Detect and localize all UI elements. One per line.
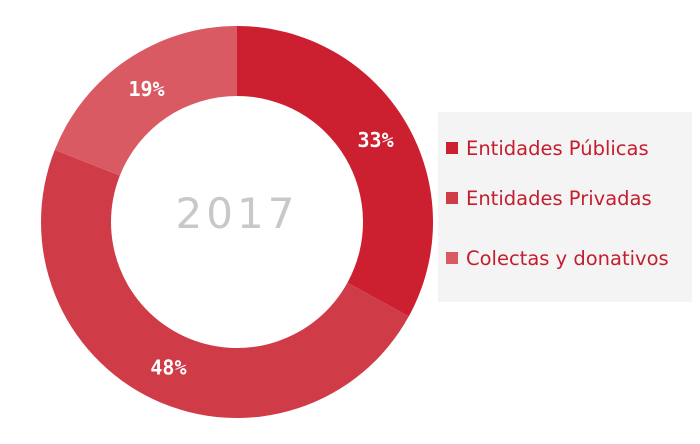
legend-label-colectas-donativos: Colectas y donativos xyxy=(466,246,669,270)
legend-swatch-entidades-privadas xyxy=(446,192,458,204)
legend-item-colectas-donativos: Colectas y donativos xyxy=(446,243,669,273)
legend-item-entidades-publicas: Entidades Públicas xyxy=(446,133,649,163)
slice-label-colectas-donativos: 19% xyxy=(128,77,164,101)
legend-label-entidades-publicas: Entidades Públicas xyxy=(466,136,649,160)
slice-entidades-publicas xyxy=(237,26,433,317)
chart-legend: Entidades Públicas Entidades Privadas Co… xyxy=(438,112,692,302)
legend-item-entidades-privadas: Entidades Privadas xyxy=(446,183,652,213)
donut-slices xyxy=(41,26,433,418)
slice-entidades-privadas xyxy=(41,149,409,418)
slice-labels: 33% 48% 19% xyxy=(128,77,393,380)
center-year-label: 2017 xyxy=(176,189,299,238)
legend-swatch-entidades-publicas xyxy=(446,142,458,154)
legend-label-entidades-privadas: Entidades Privadas xyxy=(466,186,652,210)
slice-label-entidades-publicas: 33% xyxy=(358,128,394,152)
slice-label-entidades-privadas: 48% xyxy=(150,356,186,380)
slice-colectas-donativos xyxy=(54,26,237,176)
legend-swatch-colectas-donativos xyxy=(446,252,458,264)
